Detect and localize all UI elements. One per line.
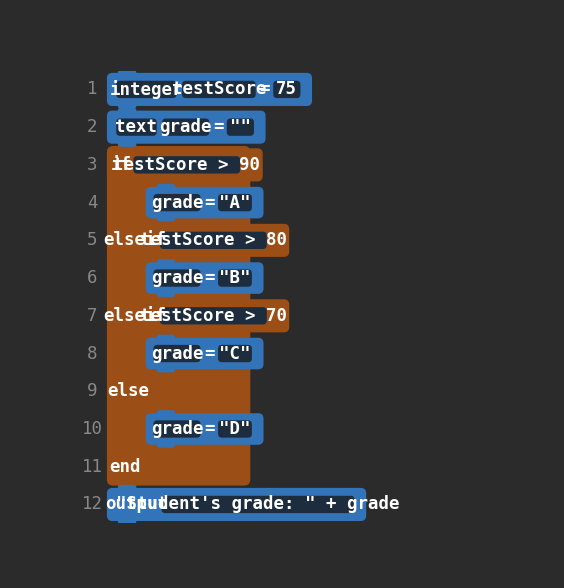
FancyBboxPatch shape: [118, 518, 136, 524]
FancyBboxPatch shape: [133, 156, 240, 173]
FancyBboxPatch shape: [157, 442, 175, 448]
FancyBboxPatch shape: [146, 262, 263, 294]
Text: testScore > 90: testScore > 90: [113, 156, 261, 174]
FancyBboxPatch shape: [157, 366, 175, 372]
Text: "B": "B": [219, 269, 251, 287]
Text: 75: 75: [276, 81, 297, 98]
FancyBboxPatch shape: [107, 146, 250, 486]
Text: 12: 12: [82, 496, 103, 513]
FancyBboxPatch shape: [218, 194, 252, 211]
FancyBboxPatch shape: [118, 108, 136, 113]
FancyBboxPatch shape: [107, 299, 289, 332]
FancyBboxPatch shape: [157, 215, 175, 222]
FancyBboxPatch shape: [153, 420, 201, 437]
FancyBboxPatch shape: [162, 119, 209, 136]
FancyBboxPatch shape: [157, 335, 175, 341]
Text: elseif: elseif: [103, 307, 166, 325]
Text: 3: 3: [87, 156, 98, 174]
FancyBboxPatch shape: [118, 70, 136, 76]
Text: 2: 2: [87, 118, 98, 136]
Text: "A": "A": [219, 193, 251, 212]
FancyBboxPatch shape: [116, 119, 157, 136]
Text: 6: 6: [87, 269, 98, 287]
FancyBboxPatch shape: [118, 103, 136, 109]
Text: 8: 8: [87, 345, 98, 363]
Text: grade: grade: [160, 118, 212, 136]
Text: grade: grade: [151, 345, 203, 363]
Text: grade: grade: [151, 193, 203, 212]
Text: 7: 7: [87, 307, 98, 325]
FancyBboxPatch shape: [157, 291, 175, 297]
FancyBboxPatch shape: [182, 81, 255, 98]
FancyBboxPatch shape: [161, 496, 355, 513]
FancyBboxPatch shape: [273, 81, 301, 98]
Text: 1: 1: [87, 81, 98, 98]
FancyBboxPatch shape: [118, 482, 136, 489]
Text: "C": "C": [219, 345, 251, 363]
FancyBboxPatch shape: [146, 413, 263, 445]
FancyBboxPatch shape: [118, 485, 136, 491]
FancyBboxPatch shape: [157, 410, 175, 416]
Text: testScore: testScore: [171, 81, 266, 98]
Text: "": "": [230, 118, 251, 136]
Text: end: end: [109, 457, 140, 476]
FancyBboxPatch shape: [153, 345, 201, 362]
Text: =: =: [213, 118, 223, 136]
FancyBboxPatch shape: [118, 329, 136, 335]
FancyBboxPatch shape: [118, 141, 136, 147]
Text: 10: 10: [82, 420, 103, 438]
Text: elseif: elseif: [103, 231, 166, 249]
Text: grade: grade: [151, 269, 203, 287]
FancyBboxPatch shape: [153, 269, 201, 287]
Text: grade: grade: [151, 420, 203, 438]
FancyBboxPatch shape: [227, 119, 254, 136]
Text: =: =: [204, 269, 214, 287]
FancyBboxPatch shape: [218, 345, 252, 362]
Text: 4: 4: [87, 193, 98, 212]
FancyBboxPatch shape: [157, 259, 175, 265]
FancyBboxPatch shape: [118, 254, 136, 260]
Text: "Student's grade: " + grade: "Student's grade: " + grade: [116, 496, 400, 513]
FancyBboxPatch shape: [153, 194, 201, 211]
Text: 11: 11: [82, 457, 103, 476]
FancyBboxPatch shape: [218, 420, 252, 437]
FancyBboxPatch shape: [107, 111, 266, 143]
FancyBboxPatch shape: [107, 73, 312, 106]
FancyBboxPatch shape: [118, 296, 136, 302]
FancyBboxPatch shape: [146, 187, 263, 218]
Text: testScore > 70: testScore > 70: [140, 307, 287, 325]
Text: 9: 9: [87, 382, 98, 400]
FancyBboxPatch shape: [116, 81, 177, 98]
FancyBboxPatch shape: [218, 269, 252, 287]
FancyBboxPatch shape: [157, 183, 175, 190]
FancyBboxPatch shape: [118, 143, 136, 150]
FancyBboxPatch shape: [160, 232, 267, 249]
FancyBboxPatch shape: [118, 220, 136, 227]
Text: 5: 5: [87, 231, 98, 249]
Text: output: output: [105, 496, 168, 513]
Text: testScore > 80: testScore > 80: [140, 231, 287, 249]
FancyBboxPatch shape: [146, 338, 263, 369]
Text: "D": "D": [219, 420, 251, 438]
FancyBboxPatch shape: [107, 224, 289, 257]
Text: =: =: [204, 420, 214, 438]
Text: else: else: [107, 382, 149, 400]
Text: integer: integer: [109, 80, 183, 99]
Text: =: =: [204, 193, 214, 212]
Text: =: =: [204, 345, 214, 363]
Text: text: text: [116, 118, 157, 136]
FancyBboxPatch shape: [160, 307, 267, 325]
Text: if: if: [111, 156, 132, 174]
FancyBboxPatch shape: [118, 145, 136, 151]
Text: =: =: [259, 81, 270, 98]
FancyBboxPatch shape: [118, 178, 136, 185]
FancyBboxPatch shape: [107, 148, 263, 182]
FancyBboxPatch shape: [107, 488, 366, 521]
